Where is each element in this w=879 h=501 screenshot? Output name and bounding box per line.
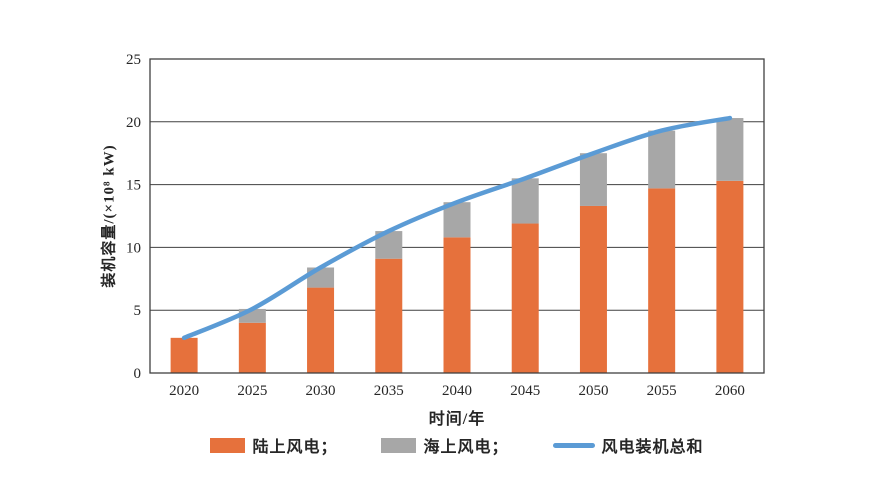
legend-item-total-wind: 风电装机总和 bbox=[552, 433, 704, 457]
onshore-wind-swatch-icon bbox=[210, 437, 246, 453]
bar-segment-陆上风电-2060 bbox=[716, 180, 744, 373]
y-axis-title: 装机容量/(×10⁸ kW) bbox=[101, 144, 118, 288]
x-tick-label-2035: 2035 bbox=[374, 383, 404, 399]
y-tick-label-25: 25 bbox=[126, 52, 141, 68]
total-wind-line-swatch-icon bbox=[552, 442, 595, 448]
offshore-wind-swatch-icon bbox=[381, 437, 417, 453]
total-wind-line bbox=[181, 115, 733, 341]
bar-segment-陆上风电-2025 bbox=[238, 322, 266, 373]
x-tick-label-2040: 2040 bbox=[442, 383, 472, 399]
bar-segment-海上风电-2060 bbox=[716, 118, 744, 181]
x-tick-label-2020: 2020 bbox=[169, 383, 199, 399]
bar-segment-陆上风电-2020 bbox=[170, 337, 198, 373]
bar-segment-陆上风电-2030 bbox=[307, 287, 335, 373]
bar-segment-海上风电-2050 bbox=[579, 153, 607, 206]
y-tick-label-10: 10 bbox=[126, 240, 141, 256]
bar-segment-陆上风电-2055 bbox=[648, 188, 676, 373]
legend-label-offshore-wind: 海上风电； bbox=[423, 439, 509, 456]
bar-segment-陆上风电-2040 bbox=[443, 237, 471, 373]
legend-label-total-wind: 风电装机总和 bbox=[601, 439, 704, 456]
bar-segment-海上风电-2045 bbox=[511, 178, 539, 224]
y-tick-label-15: 15 bbox=[126, 178, 141, 194]
y-tick-label-5: 5 bbox=[134, 303, 142, 319]
x-tick-label-2030: 2030 bbox=[306, 383, 336, 399]
x-tick-label-2025: 2025 bbox=[237, 383, 267, 399]
legend-item-offshore-wind: 海上风电； bbox=[381, 433, 508, 457]
chart-legend: 陆上风电； 海上风电； 风电装机总和 bbox=[150, 433, 764, 457]
bar-segment-海上风电-2055 bbox=[648, 130, 676, 189]
x-tick-label-2060: 2060 bbox=[715, 383, 745, 399]
y-tick-label-20: 20 bbox=[126, 115, 141, 131]
bar-segment-陆上风电-2045 bbox=[511, 223, 539, 373]
y-tick-label-0: 0 bbox=[134, 366, 142, 382]
x-tick-label-2045: 2045 bbox=[510, 383, 540, 399]
legend-item-onshore-wind: 陆上风电； bbox=[210, 433, 337, 457]
x-tick-label-2055: 2055 bbox=[647, 383, 677, 399]
x-axis-title: 时间/年 bbox=[428, 411, 486, 428]
bar-segment-陆上风电-2050 bbox=[579, 205, 607, 373]
plot-border bbox=[149, 58, 765, 374]
legend-label-onshore-wind: 陆上风电； bbox=[252, 439, 338, 456]
bar-segment-陆上风电-2035 bbox=[375, 258, 403, 373]
x-tick-label-2050: 2050 bbox=[578, 383, 608, 399]
